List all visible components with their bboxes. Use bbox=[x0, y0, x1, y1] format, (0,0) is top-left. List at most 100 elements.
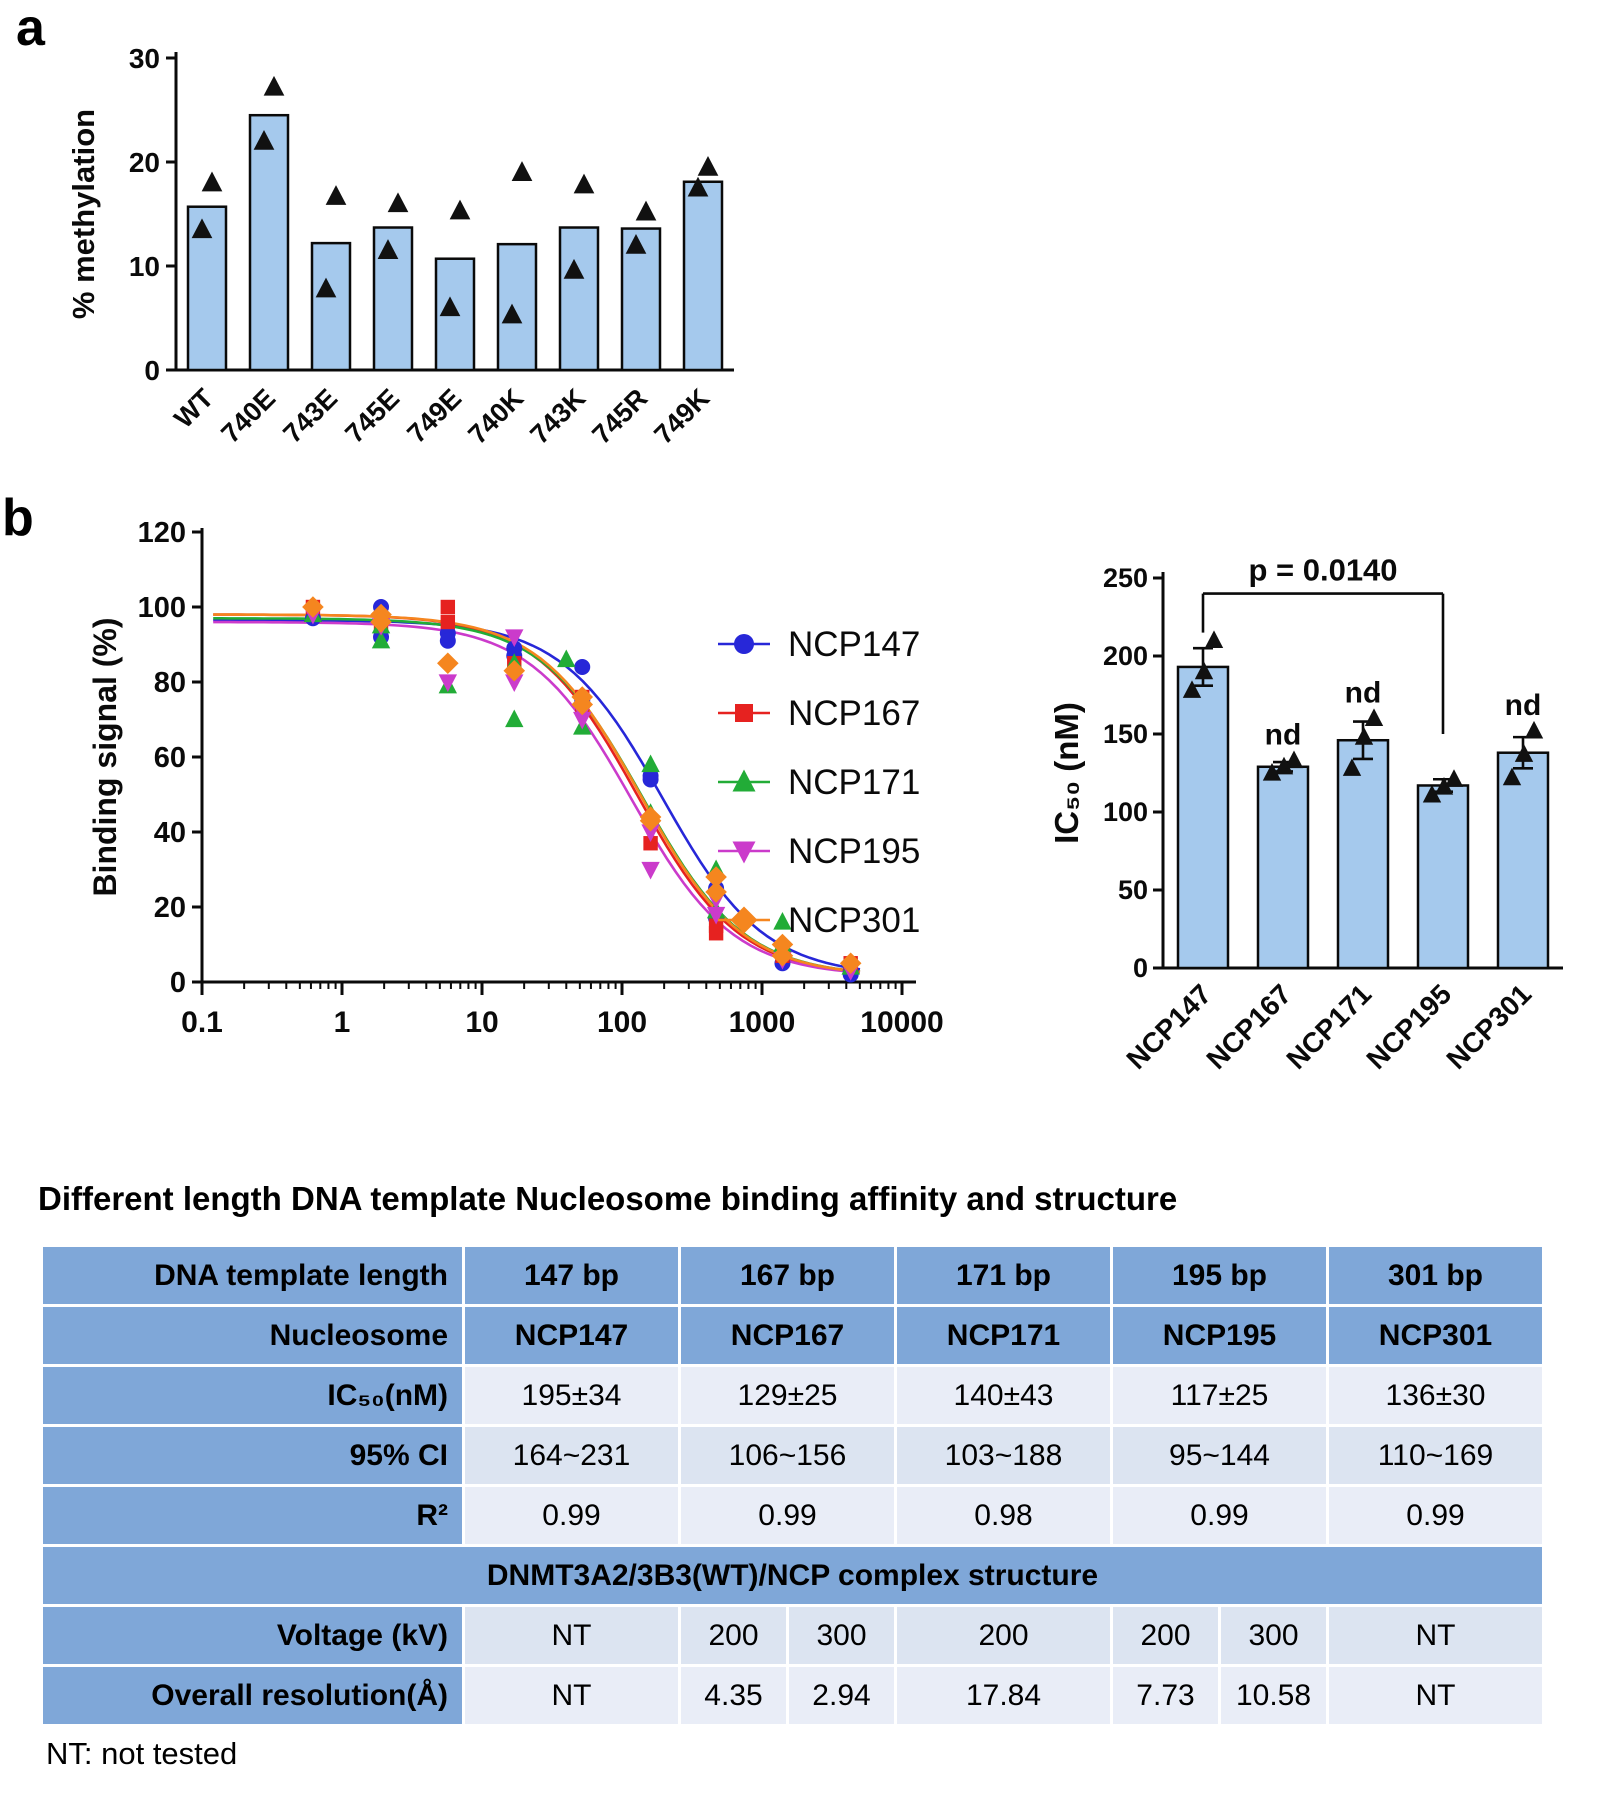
axis-text: 0 bbox=[170, 967, 186, 999]
data-point bbox=[1422, 784, 1442, 803]
nd-label: nd bbox=[1345, 676, 1382, 709]
table-cell: 140±43 bbox=[894, 1364, 1113, 1427]
data-point bbox=[437, 652, 459, 675]
data-point bbox=[732, 841, 756, 864]
table-row: DNMT3A2/3B3(WT)/NCP complex structure bbox=[40, 1544, 1545, 1607]
legend-label: NCP301 bbox=[788, 901, 920, 940]
data-point bbox=[440, 614, 456, 630]
data-point bbox=[449, 199, 471, 220]
data-point bbox=[643, 836, 658, 851]
table-cell: 195 bp bbox=[1110, 1244, 1329, 1307]
table-row: IC₅₀(nM) 195±34 129±25 140±43 117±25 136±30 bbox=[40, 1364, 1545, 1427]
legend-item-NCP147: NCP147 bbox=[718, 625, 920, 664]
data-point bbox=[641, 861, 660, 880]
table-row: 95% CI 164~231 106~156 103~188 95~144 110~169 bbox=[40, 1424, 1545, 1487]
data-point bbox=[503, 659, 526, 682]
data-point bbox=[573, 173, 595, 194]
data-point bbox=[371, 630, 391, 649]
row-label: R² bbox=[40, 1484, 465, 1547]
x-tick-label: 10 bbox=[465, 1006, 498, 1039]
axis-text: 0 bbox=[144, 355, 160, 386]
data-point bbox=[687, 176, 709, 197]
table-cell: 300 bbox=[1218, 1604, 1329, 1667]
table-cell: 200 bbox=[1110, 1604, 1221, 1667]
table-cell: NCP167 bbox=[678, 1304, 897, 1367]
data-point bbox=[1262, 763, 1282, 781]
row-label: DNA template length bbox=[40, 1244, 465, 1307]
data-point bbox=[708, 926, 724, 941]
data-point bbox=[734, 634, 754, 654]
table-row: R² 0.99 0.99 0.98 0.99 0.99 bbox=[40, 1484, 1545, 1547]
table-cell: NT bbox=[462, 1604, 681, 1667]
data-point bbox=[1524, 720, 1544, 739]
table-cell: 103~188 bbox=[894, 1424, 1113, 1487]
table-cell: 17.84 bbox=[894, 1664, 1113, 1727]
data-point bbox=[1274, 756, 1294, 775]
table-cell: 164~231 bbox=[462, 1424, 681, 1487]
table-row: Nucleosome NCP147 NCP167 NCP171 NCP195 NCP301 bbox=[40, 1304, 1545, 1367]
data-point bbox=[1182, 680, 1202, 698]
table-cell: NT bbox=[1326, 1664, 1545, 1727]
legend-item-NCP301: NCP301 bbox=[718, 901, 920, 940]
table-cell: 0.99 bbox=[462, 1484, 681, 1547]
data-point bbox=[705, 866, 727, 888]
y-axis-label: Binding signal (%) bbox=[87, 617, 123, 896]
x-tick-label: 0.1 bbox=[181, 1006, 223, 1039]
table-cell: NT bbox=[462, 1664, 681, 1727]
legend-item-NCP167: NCP167 bbox=[718, 694, 920, 733]
results-table: DNA template length 147 bp 167 bp 171 bp 195… bbox=[40, 1244, 1545, 1727]
table-cell: NCP171 bbox=[894, 1304, 1113, 1367]
data-point bbox=[1434, 777, 1454, 795]
data-point bbox=[263, 75, 285, 96]
data-point bbox=[439, 296, 461, 317]
panel-b-label: b bbox=[2, 489, 34, 547]
bar bbox=[682, 180, 724, 372]
data-point bbox=[574, 659, 591, 675]
axis-text: 200 bbox=[1103, 641, 1148, 671]
bar bbox=[1176, 665, 1230, 970]
axis-text: 0 bbox=[1133, 953, 1148, 983]
data-point bbox=[563, 258, 585, 279]
data-point bbox=[697, 155, 719, 176]
bar bbox=[1496, 751, 1550, 970]
nd-label: nd bbox=[1265, 719, 1302, 752]
panel-a-label: a bbox=[16, 0, 45, 57]
x-tick-label: 749E bbox=[401, 383, 467, 449]
data-point bbox=[1194, 661, 1214, 680]
data-point bbox=[325, 185, 347, 205]
data-point bbox=[377, 239, 399, 259]
y-axis-label: IC₅₀ (nM) bbox=[1048, 702, 1085, 844]
data-point bbox=[1284, 750, 1304, 769]
data-point bbox=[315, 277, 337, 298]
x-tick-label: 740E bbox=[215, 383, 281, 449]
row-label: 95% CI bbox=[40, 1424, 465, 1487]
axis-text: 150 bbox=[1103, 719, 1148, 749]
legend: NCP147 NCP167 NCP171 NCP195 NCP301 bbox=[718, 625, 920, 940]
table-cell: 200 bbox=[678, 1604, 789, 1667]
bar bbox=[1416, 784, 1470, 970]
data-point bbox=[730, 906, 758, 934]
table-cell: 117±25 bbox=[1110, 1364, 1329, 1427]
legend-label: NCP195 bbox=[788, 832, 920, 871]
axis-text: 50 bbox=[1118, 875, 1148, 905]
table-cell: 301 bp bbox=[1326, 1244, 1545, 1307]
x-tick-label: NCP167 bbox=[1200, 978, 1297, 1075]
axis-text: 60 bbox=[154, 742, 186, 774]
legend-item-NCP171: NCP171 bbox=[718, 763, 920, 802]
table-cell: 10.58 bbox=[1218, 1664, 1329, 1727]
footer-note: NT: not tested bbox=[46, 1736, 238, 1771]
data-point bbox=[635, 200, 657, 221]
ic50-bar-chart: 0 50 100 150 200 250 IC₅₀ (nM) NCP147 nd NCP167 nd… bbox=[1048, 553, 1563, 1075]
data-point bbox=[253, 129, 275, 150]
table-cell: 106~156 bbox=[678, 1424, 897, 1487]
data-point bbox=[191, 218, 213, 239]
y-axis-label: % methylation bbox=[66, 109, 101, 319]
table-cell: 200 bbox=[894, 1604, 1113, 1667]
table-row: Voltage (kV) NT 200 300 200 200 300 NT bbox=[40, 1604, 1545, 1667]
data-point bbox=[1354, 727, 1374, 745]
axis-text: 30 bbox=[129, 43, 160, 74]
data-point bbox=[440, 599, 456, 615]
